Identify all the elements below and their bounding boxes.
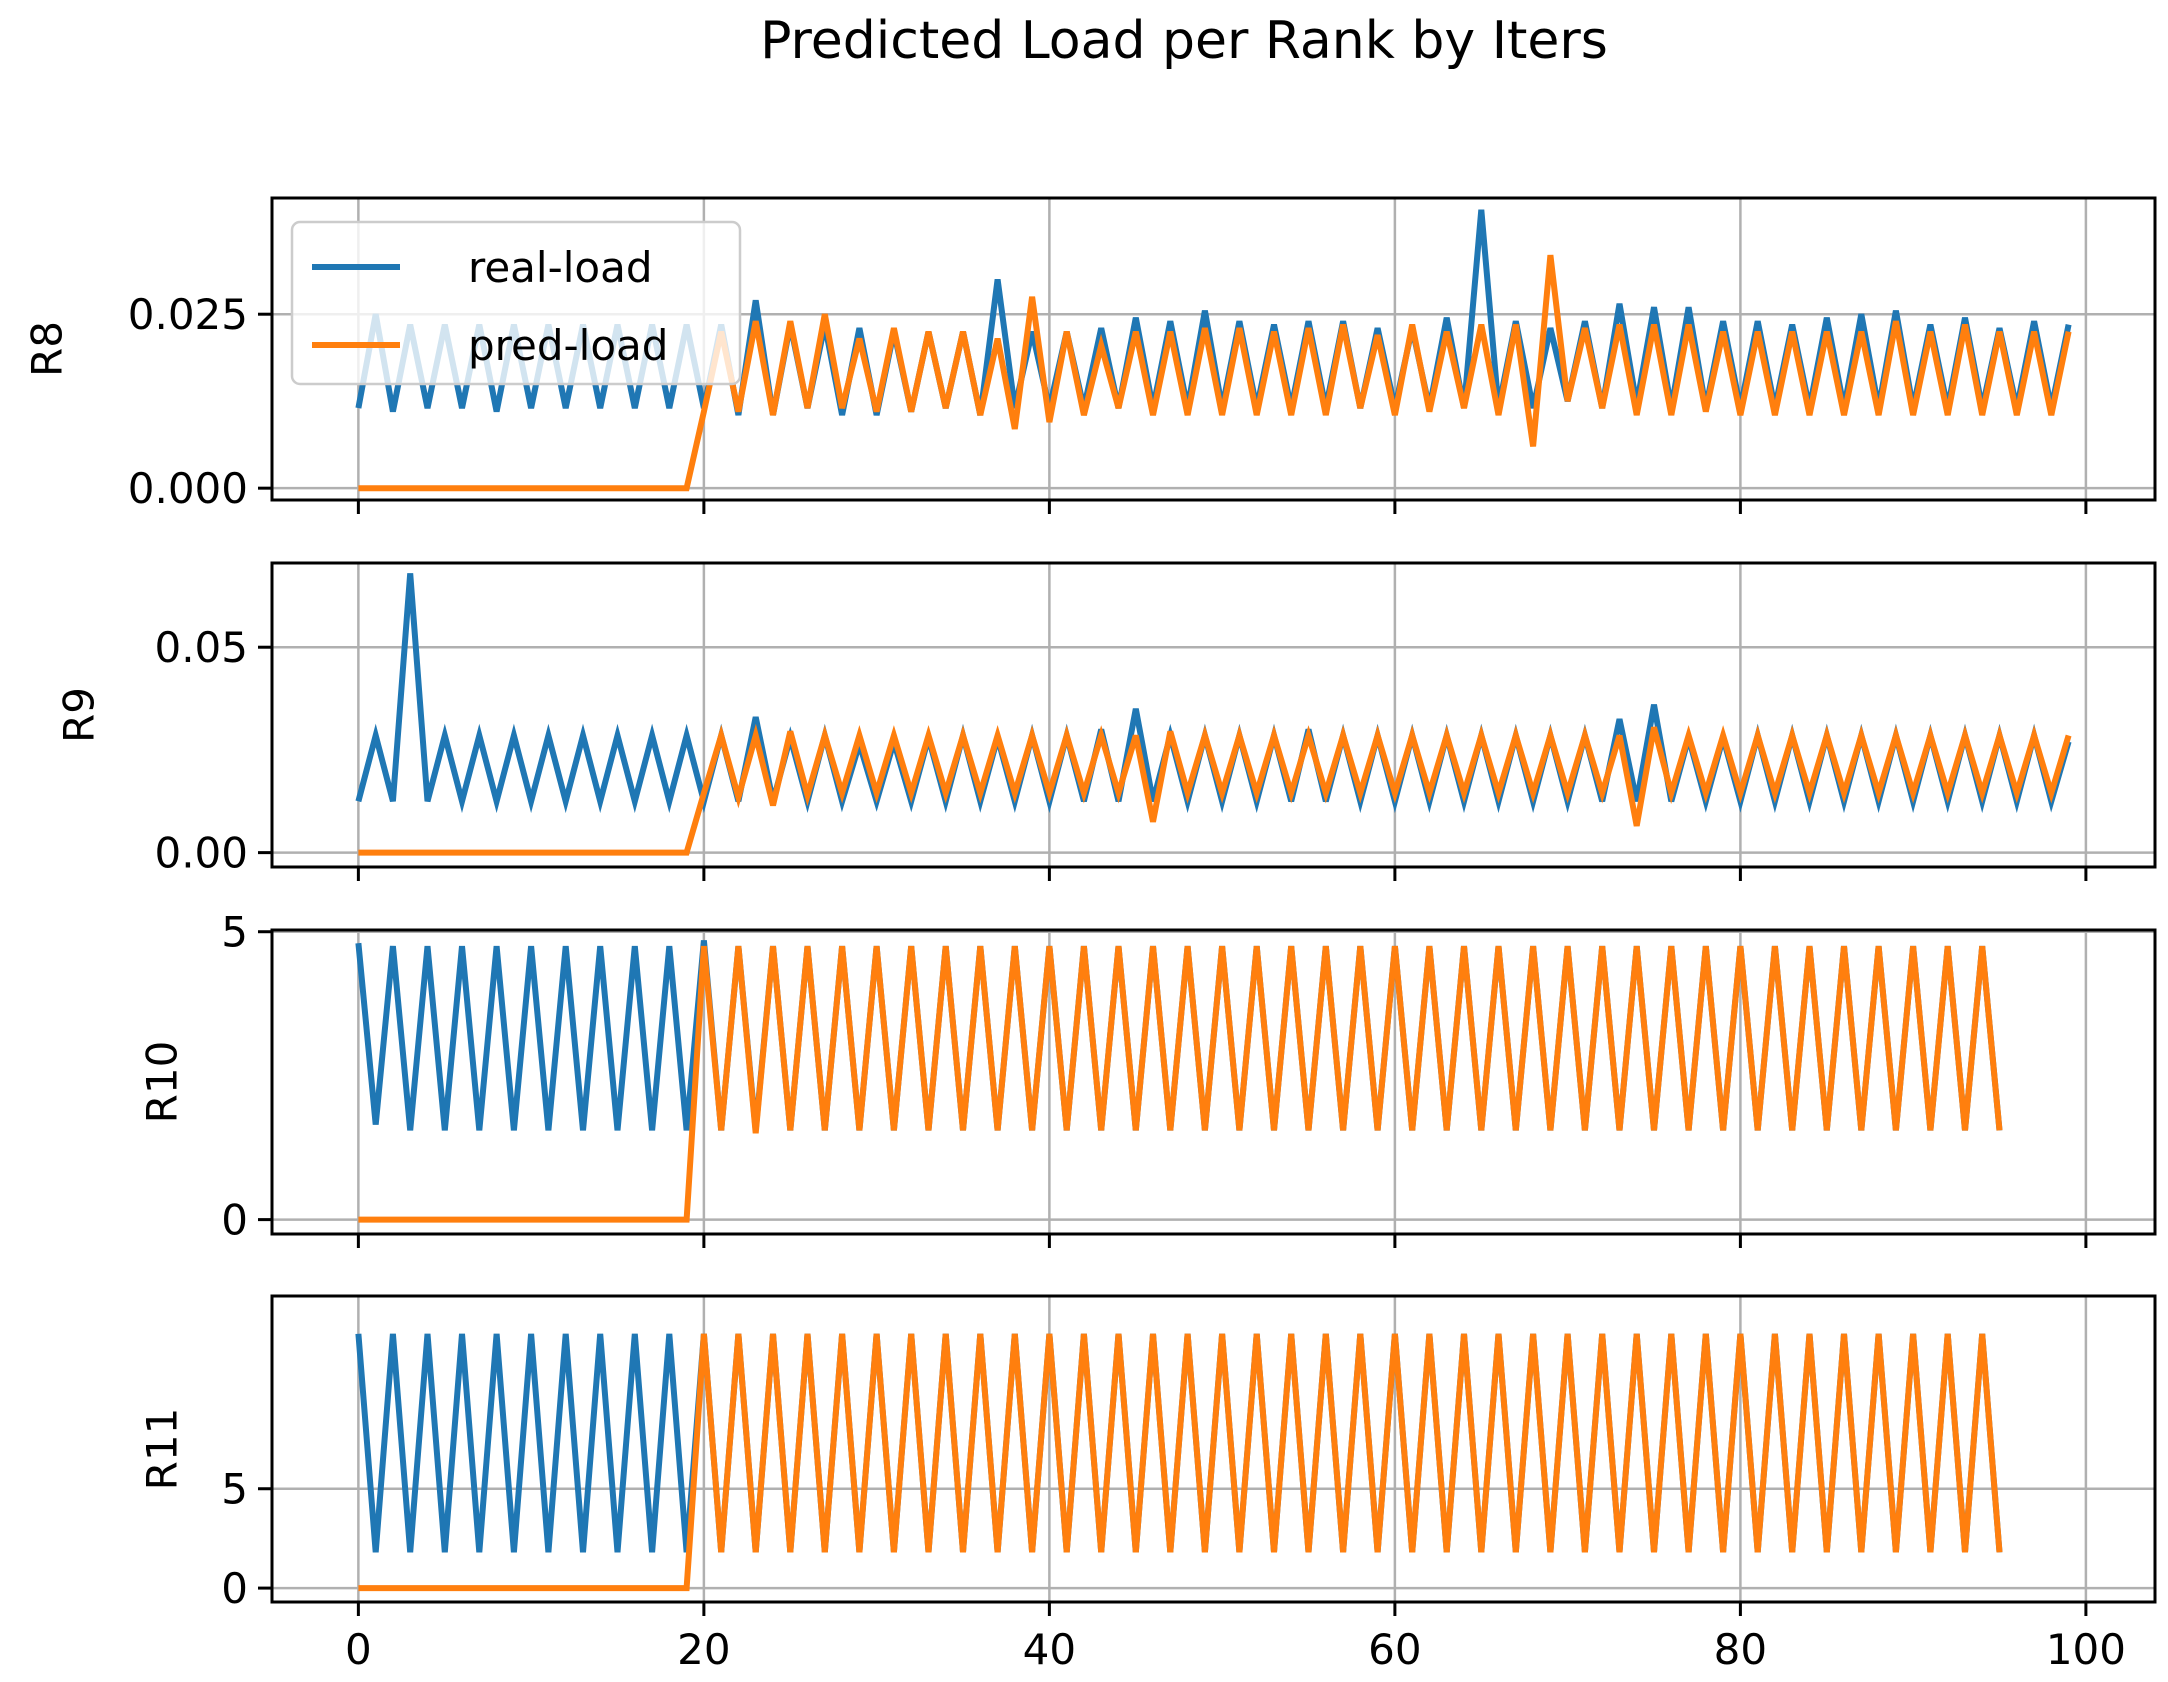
axes-frame [270, 196, 2157, 502]
legend-box [290, 220, 742, 386]
y-tick-label: 0.00 [154, 829, 248, 878]
y-tick-label: 0 [221, 1196, 248, 1245]
x-tick-label: 100 [2046, 1625, 2126, 1674]
series-line-pred-load [358, 945, 2003, 1223]
y-tick-label: 0.000 [128, 464, 248, 513]
x-tick-label: 80 [1714, 1625, 1767, 1674]
subplot-r10: 0 5 R10 [138, 908, 2157, 1248]
subplot-r8: 0.000 0.025 R8 real-load pred-load [23, 196, 2157, 514]
x-tick-label: 40 [1023, 1625, 1076, 1674]
subplot-r9: 0.00 0.05 R9 [55, 561, 2157, 881]
legend-label-real-load: real-load [468, 243, 653, 292]
y-tick-label: 0.025 [128, 290, 248, 339]
subplot-r11: 0 20 40 60 80 100 0 5 R11 [138, 1294, 2157, 1674]
y-tick-label: 0.05 [154, 623, 248, 672]
axes-frame [270, 561, 2157, 869]
series-line-pred-load [358, 254, 2072, 492]
y-axis-label: R8 [23, 321, 72, 377]
series-line-pred-load [358, 723, 2072, 856]
x-tick-label: 20 [677, 1625, 730, 1674]
y-axis-label: R10 [138, 1041, 187, 1124]
axes-frame [270, 1294, 2157, 1604]
y-axis-label: R9 [55, 687, 104, 743]
x-tick-label: 60 [1368, 1625, 1421, 1674]
y-tick-label: 0 [221, 1564, 248, 1613]
legend: real-load pred-load [290, 220, 742, 386]
legend-label-pred-load: pred-load [468, 321, 668, 370]
x-tick-label: 0 [345, 1625, 372, 1674]
y-axis-label: R11 [138, 1408, 187, 1491]
series-line-pred-load [358, 1333, 2003, 1592]
subplots: 0.000 0.025 R8 real-load pred-load 0.00 0.05 R9… [23, 196, 2157, 1674]
axes-frame [270, 928, 2157, 1236]
chart-title: Predicted Load per Rank by Iters [760, 11, 1608, 71]
y-tick-label: 5 [221, 1465, 248, 1514]
y-tick-label: 5 [221, 908, 248, 957]
